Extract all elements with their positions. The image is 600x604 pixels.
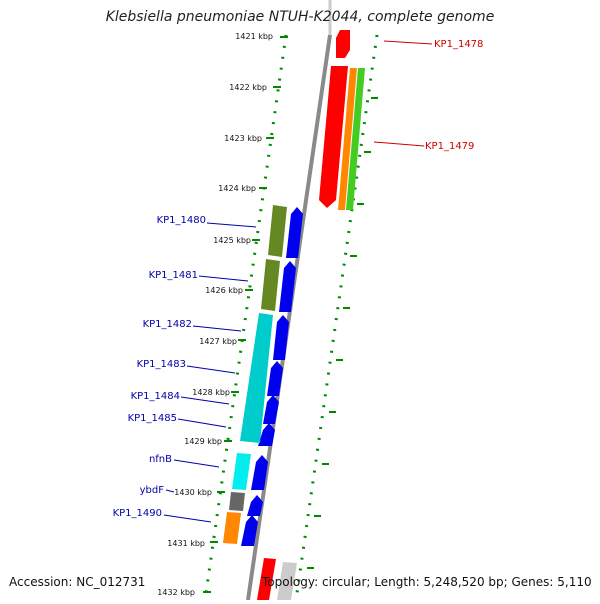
accession-label: Accession: NC_012731 <box>9 575 146 589</box>
forward-cds-ybdf <box>247 495 263 516</box>
forward-cds-kp1-1481 <box>279 261 296 312</box>
gene-label-kp1-1485[interactable]: KP1_1485 <box>128 413 177 424</box>
scale-ticks <box>203 36 288 593</box>
cyan-feature-nfnb <box>232 453 251 490</box>
leader-lines <box>163 40 433 523</box>
olive-feature-kp1-1480 <box>268 205 287 257</box>
map-title: Klebsiella pneumoniae NTUH-K2044, comple… <box>105 9 495 25</box>
scale-label-1422: 1422 kbp <box>229 83 267 92</box>
gene-label-kp1-1480[interactable]: KP1_1480 <box>157 215 206 226</box>
gene-label-ybdf[interactable]: ybdF <box>140 485 165 496</box>
scale-label-1432: 1432 kbp <box>157 588 195 597</box>
forward-cds-kp1-1480 <box>286 207 303 258</box>
gene-label-kp1-1479[interactable]: KP1_1479 <box>425 141 474 152</box>
scale-labels: 1421 kbp 1422 kbp 1423 kbp 1424 kbp 1425… <box>157 32 273 597</box>
forward-cds-kp1-1483 <box>267 361 283 396</box>
scale-label-1425: 1425 kbp <box>213 236 251 245</box>
scale-label-1431: 1431 kbp <box>167 539 205 548</box>
olive-feature-kp1-1481 <box>261 259 280 311</box>
scale-label-1426: 1426 kbp <box>205 286 243 295</box>
scale-label-1430: 1430 kbp <box>174 488 212 497</box>
gene-label-kp1-1478[interactable]: KP1_1478 <box>434 39 483 50</box>
topology-label: Topology: circular; Length: 5,248,520 bp… <box>262 575 592 589</box>
gene-label-kp1-1484[interactable]: KP1_1484 <box>131 391 180 402</box>
scale-label-1429: 1429 kbp <box>184 437 222 446</box>
forward-cds-kp1-1482 <box>273 315 289 360</box>
forward-cds-nfnb <box>251 455 268 490</box>
scale-label-1428: 1428 kbp <box>192 388 230 397</box>
gene-label-nfnb[interactable]: nfnB <box>149 454 172 465</box>
gene-labels: KP1_1478 KP1_1479 KP1_1480 KP1_1481 KP1_… <box>113 39 484 519</box>
forward-cds-kp1-1485 <box>258 423 275 446</box>
green-feature-kp1-1479 <box>346 68 365 210</box>
left-scale-line <box>203 34 288 601</box>
gene-label-kp1-1490[interactable]: KP1_1490 <box>113 508 162 519</box>
gene-label-kp1-1482[interactable]: KP1_1482 <box>143 319 192 330</box>
scale-label-1427: 1427 kbp <box>199 337 237 346</box>
scale-label-1423: 1423 kbp <box>224 134 262 143</box>
reverse-cds-bottom-partial <box>257 558 276 600</box>
orange-feature-kp1-1479 <box>338 68 357 210</box>
forward-cds-kp1-1490 <box>241 515 258 546</box>
gene-label-kp1-1483[interactable]: KP1_1483 <box>137 359 186 370</box>
cyan-feature-kp1-1482-1485 <box>240 313 273 443</box>
scale-label-1421: 1421 kbp <box>235 32 273 41</box>
gene-label-kp1-1481[interactable]: KP1_1481 <box>149 270 198 281</box>
reverse-cds-kp1-1479 <box>319 66 348 208</box>
grey-feature-bottom-partial <box>277 562 297 600</box>
scale-label-1424: 1424 kbp <box>218 184 256 193</box>
reverse-cds-kp1-1478 <box>336 30 350 58</box>
orange-feature-kp1-1490 <box>223 512 241 544</box>
forward-cds-kp1-1484 <box>263 395 279 424</box>
right-scale-ticks <box>307 97 378 569</box>
grey-feature-ybdf <box>229 492 245 511</box>
